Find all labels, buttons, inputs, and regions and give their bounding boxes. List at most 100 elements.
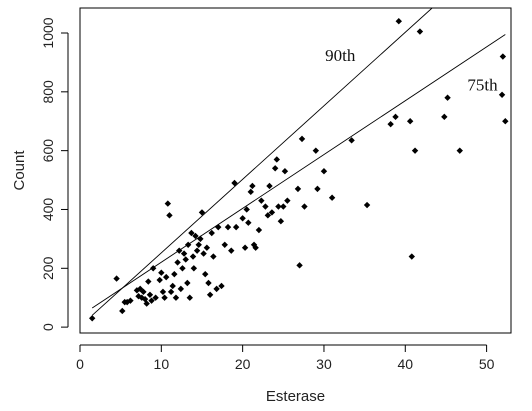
quantile-lines xyxy=(91,8,506,316)
data-point xyxy=(498,91,506,98)
data-point xyxy=(277,218,285,225)
annotation-90th: 90th xyxy=(325,46,356,65)
data-point xyxy=(169,282,176,290)
data-point xyxy=(499,53,507,60)
data-point xyxy=(184,241,192,248)
data-point xyxy=(158,269,165,276)
data-point xyxy=(174,259,181,266)
data-point xyxy=(215,223,222,231)
data-point xyxy=(148,297,155,304)
data-point xyxy=(232,223,240,231)
data-point xyxy=(255,226,263,234)
data-point xyxy=(149,265,157,272)
data-point xyxy=(184,279,191,287)
data-point xyxy=(281,168,289,175)
data-point xyxy=(159,288,167,296)
data-point xyxy=(387,120,394,128)
y-tick-label: 200 xyxy=(40,256,56,280)
data-point xyxy=(312,147,320,154)
y-tick-label: 800 xyxy=(40,80,56,104)
data-point xyxy=(210,253,217,260)
data-point xyxy=(127,297,134,304)
data-point xyxy=(166,212,173,219)
data-point xyxy=(262,203,269,210)
annotation-75th: 75th xyxy=(467,75,498,94)
data-point xyxy=(200,250,207,257)
data-point xyxy=(294,185,302,193)
data-point xyxy=(140,288,147,296)
data-point xyxy=(164,200,172,207)
data-point xyxy=(119,307,126,315)
data-point xyxy=(249,182,256,190)
data-point xyxy=(176,247,183,254)
data-point xyxy=(143,300,150,307)
data-point xyxy=(186,294,193,301)
data-point xyxy=(444,94,451,101)
y-tick-label: 600 xyxy=(40,139,56,163)
data-point xyxy=(113,275,120,282)
y-axis: 0 200 400 600 800 1000 xyxy=(40,17,69,331)
data-point xyxy=(275,203,282,210)
data-point xyxy=(179,265,186,272)
quantile-line-75th xyxy=(91,34,506,309)
x-axis: 0 10 20 30 40 50 xyxy=(76,344,495,372)
data-point xyxy=(188,229,195,237)
x-tick-label: 10 xyxy=(154,356,170,372)
data-point xyxy=(146,291,154,298)
x-axis-title: Esterase xyxy=(266,388,325,405)
data-point xyxy=(348,137,355,144)
data-point xyxy=(228,247,235,254)
data-point xyxy=(213,285,220,293)
data-point xyxy=(182,256,189,263)
data-point xyxy=(296,262,303,269)
data-point xyxy=(239,215,246,222)
plot-frame xyxy=(79,7,512,334)
data-point xyxy=(190,265,198,272)
line-annotations: 90th 75th xyxy=(325,46,498,94)
data-point xyxy=(171,270,178,278)
data-point xyxy=(197,235,204,243)
data-point xyxy=(208,229,215,237)
x-tick-label: 0 xyxy=(76,356,84,372)
data-point xyxy=(456,147,463,154)
y-tick-label: 0 xyxy=(40,323,56,331)
data-point xyxy=(231,179,238,187)
data-point xyxy=(241,244,249,251)
data-point xyxy=(273,156,280,163)
data-point xyxy=(193,247,201,254)
x-tick-label: 20 xyxy=(235,356,251,372)
data-point xyxy=(328,194,336,201)
data-point xyxy=(224,223,232,231)
y-axis-title: Count xyxy=(11,150,28,191)
x-tick-label: 50 xyxy=(479,356,495,372)
data-point xyxy=(502,118,509,125)
data-point xyxy=(264,212,272,219)
quantile-line-90th xyxy=(91,8,433,316)
data-point xyxy=(243,206,250,213)
data-point xyxy=(363,201,371,209)
data-point xyxy=(280,203,287,210)
data-point xyxy=(177,285,185,293)
data-point xyxy=(245,219,252,226)
data-point xyxy=(284,197,291,204)
y-tick-label: 1000 xyxy=(40,17,56,48)
data-points xyxy=(88,18,509,322)
x-tick-label: 30 xyxy=(316,356,332,372)
data-point xyxy=(314,185,321,193)
data-point xyxy=(202,270,209,278)
data-point xyxy=(221,241,228,248)
data-point xyxy=(416,28,424,35)
data-point xyxy=(395,18,402,25)
data-point xyxy=(163,273,170,281)
data-point xyxy=(195,241,202,248)
data-point xyxy=(145,278,152,285)
data-point xyxy=(441,113,448,121)
data-point xyxy=(203,244,211,251)
data-point xyxy=(167,288,175,296)
data-point xyxy=(298,135,306,143)
data-point xyxy=(172,294,180,301)
data-point xyxy=(198,209,206,216)
data-point xyxy=(180,250,188,257)
data-point xyxy=(392,113,399,121)
data-point xyxy=(138,294,146,301)
